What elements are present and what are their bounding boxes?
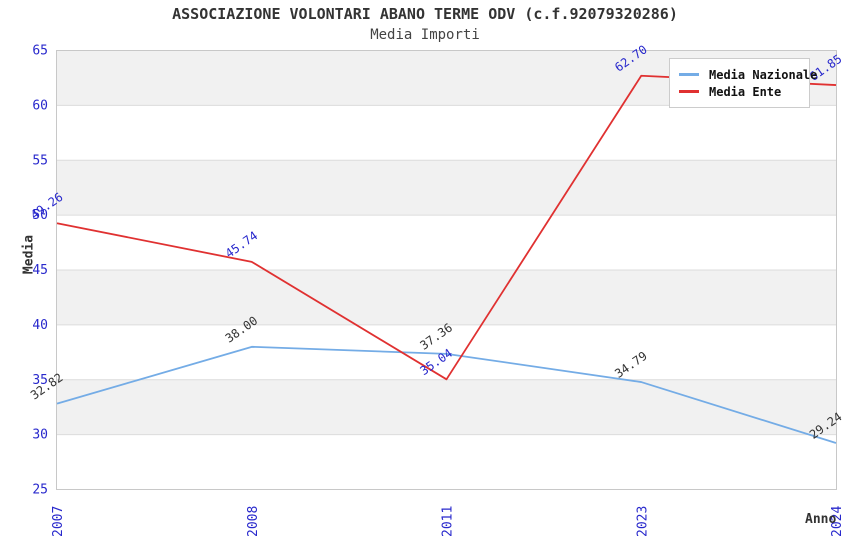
y-tick-label: 45 [32,263,48,278]
y-axis-title: Media [21,234,37,275]
plot-band [56,160,837,216]
page-title: ASSOCIAZIONE VOLONTARI ABANO TERME ODV (… [172,5,678,23]
legend-item-media-ente: Media Ente [679,84,800,99]
legend-item-media-nazionale: Media Nazionale [679,67,817,82]
legend: Media Nazionale Media Ente [669,58,817,108]
x-tick-label: 2024 [830,506,845,537]
plot-border [56,50,837,490]
y-tick-label: 50 [32,208,48,223]
y-tick-label: 35 [32,373,48,388]
legend-label-media-ente: Media Ente [709,84,782,99]
y-tick-label: 60 [32,98,48,113]
point-label: 45.74 [223,229,261,261]
legend-label-media-nazionale: Media Nazionale [709,67,818,82]
plot-bands [56,50,837,435]
x-axis-title: Anno [805,512,837,527]
y-tick-label: 25 [32,483,48,498]
x-tick-labels: 2007 2008 2011 2023 2024 [51,506,845,537]
y-tick-label: 40 [32,318,48,333]
x-tick-label: 2008 [246,506,261,537]
y-tick-label: 30 [32,428,48,443]
point-label: 34.79 [612,349,650,381]
y-tick-labels: 25 30 35 40 45 50 55 60 65 [32,44,48,498]
y-tick-label: 65 [32,44,48,59]
series-line-media-nazionale [56,345,837,444]
x-tick-label: 2007 [51,506,66,537]
plot-band [56,270,837,325]
y-tick-label: 55 [32,153,48,168]
chart-subtitle: Media Importi [370,27,480,43]
x-tick-label: 2023 [635,506,650,537]
legend-swatch-media-ente-icon [679,90,699,93]
legend-swatch-media-nazionale-icon [679,73,699,76]
plot-band [56,379,837,435]
x-tick-label: 2011 [441,506,456,537]
